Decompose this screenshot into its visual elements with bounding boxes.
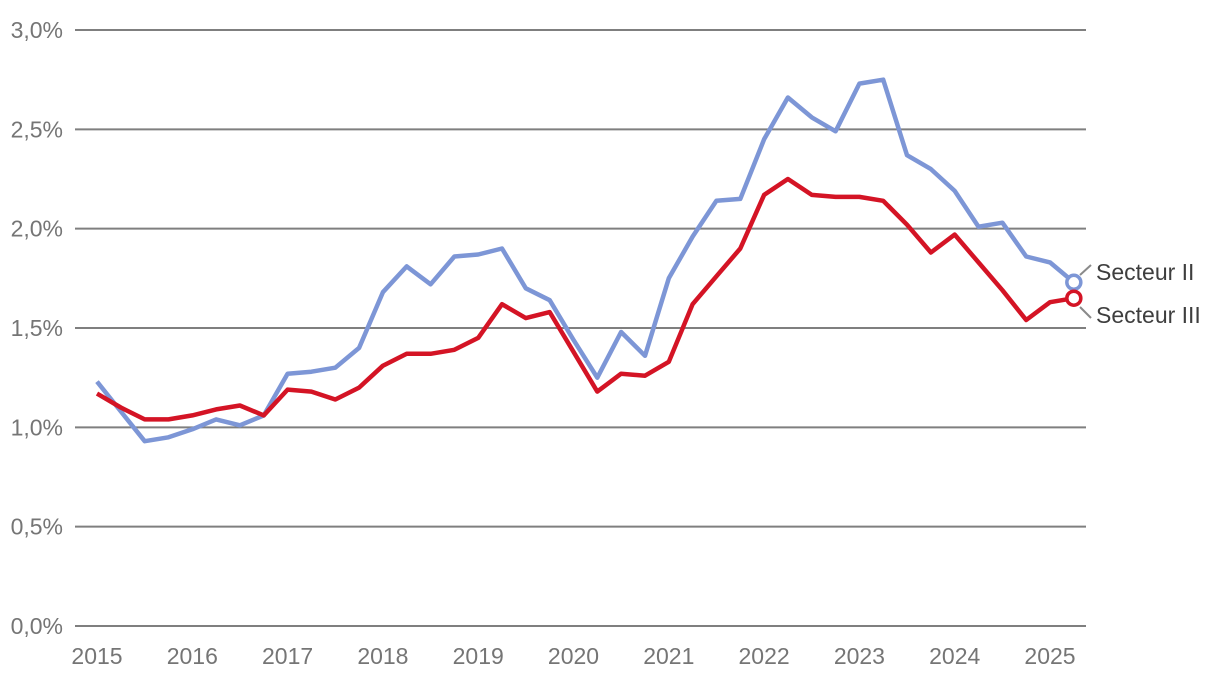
series-label-secteur-ii: Secteur II — [1096, 259, 1194, 285]
y-axis-tick-label: 1,0% — [11, 414, 63, 440]
y-axis-tick-label: 1,5% — [11, 315, 63, 341]
x-axis-tick-label: 2019 — [453, 643, 504, 669]
x-axis-tick-label: 2020 — [548, 643, 599, 669]
y-axis-tick-label: 2,5% — [11, 116, 63, 142]
line-secteur-iii[interactable] — [95, 176, 1075, 422]
x-axis-tick-label: 2022 — [739, 643, 790, 669]
series-lines — [95, 77, 1076, 444]
x-axis-tick-labels: 2015 2016 2017 2018 2019 2020 2021 2022 2023 2024… — [71, 643, 1075, 669]
x-axis-tick-label: 2023 — [834, 643, 885, 669]
y-axis-tick-label: 0,0% — [11, 613, 63, 639]
x-axis-tick-label: 2015 — [71, 643, 122, 669]
y-axis-tick-labels: 3,0% 2,5% 2,0% 1,5% 1,0% 0,5% 0,0% — [11, 17, 63, 639]
series-labels: Secteur II Secteur III — [1079, 259, 1201, 328]
endpoint-marker-secteur-ii[interactable] — [1065, 273, 1083, 292]
secteur-iii-label-connector — [1079, 306, 1092, 319]
x-axis-tick-label: 2018 — [357, 643, 408, 669]
y-axis-tick-label: 3,0% — [11, 17, 63, 43]
x-axis-tick-label: 2017 — [262, 643, 313, 669]
x-axis-tick-label: 2024 — [929, 643, 980, 669]
x-axis-tick-label: 2016 — [167, 643, 218, 669]
secteur-ii-label-connector — [1079, 264, 1092, 276]
series-label-secteur-iii: Secteur III — [1096, 302, 1201, 328]
gridlines — [75, 28, 1086, 627]
x-axis-tick-label: 2025 — [1024, 643, 1075, 669]
y-axis-tick-label: 0,5% — [11, 514, 63, 540]
x-axis-tick-label: 2021 — [643, 643, 694, 669]
line-secteur-ii[interactable] — [95, 77, 1076, 444]
endpoint-marker-secteur-iii[interactable] — [1065, 289, 1083, 307]
y-axis-tick-label: 2,0% — [11, 216, 63, 242]
series-end-markers — [1065, 273, 1083, 307]
